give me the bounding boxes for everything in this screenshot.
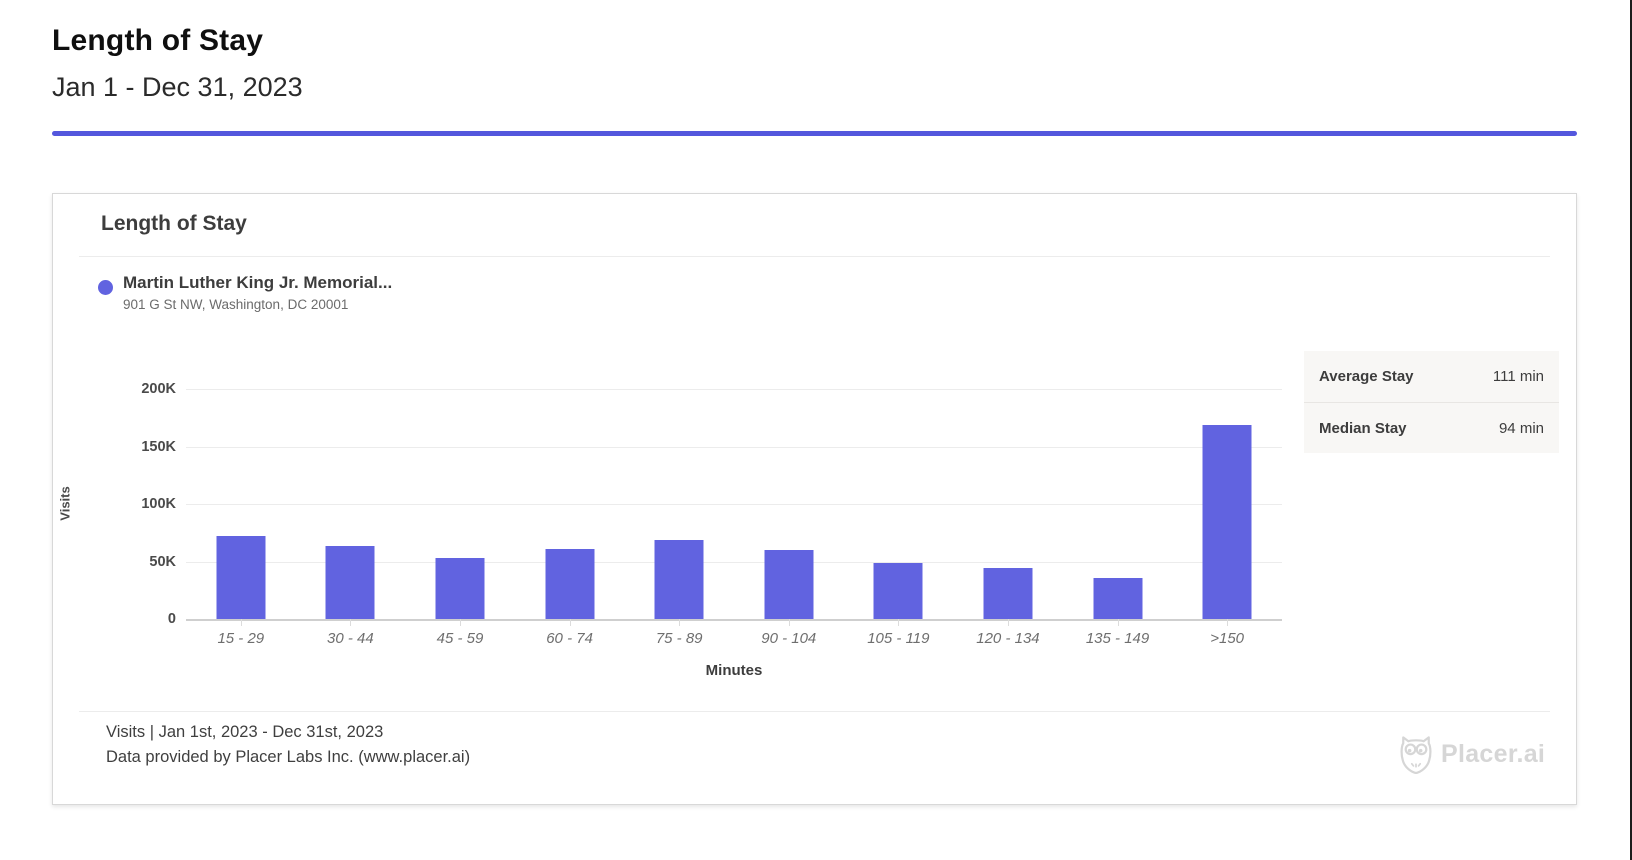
- x-tick-label: >150: [1210, 630, 1245, 647]
- stay-stats-box: Average Stay 111 min Median Stay 94 min: [1304, 351, 1559, 453]
- widget-title: Length of Stay: [101, 212, 247, 235]
- page-date-range: Jan 1 - Dec 31, 2023: [52, 72, 303, 102]
- average-stay-value: 111 min: [1492, 368, 1544, 385]
- bar-band: [844, 389, 954, 626]
- x-axis-tick-labels: 15 - 29 30 - 44 45 - 59 60 - 74 75 - 89 90 - …: [186, 630, 1282, 647]
- bar-band: [1063, 389, 1173, 626]
- widget-footer-text: Visits | Jan 1st, 2023 - Dec 31st, 2023 …: [106, 720, 470, 770]
- x-axis-tick: [459, 619, 461, 626]
- y-tick-label: 200K: [141, 381, 176, 397]
- legend-color-dot-icon: [98, 280, 113, 295]
- bar-series: [186, 389, 1282, 626]
- bar-band: [186, 389, 296, 626]
- gridline: [186, 504, 1282, 505]
- bar-band: [405, 389, 515, 626]
- median-stay-label: Median Stay: [1319, 419, 1407, 437]
- visits-bar[interactable]: [654, 540, 704, 619]
- placer-brand: Placer.ai: [1399, 734, 1545, 774]
- average-stay-row: Average Stay 111 min: [1304, 351, 1559, 402]
- median-stay-row: Median Stay 94 min: [1304, 402, 1559, 453]
- widget-header-divider: [79, 256, 1550, 257]
- x-tick-label: 75 - 89: [655, 630, 703, 647]
- x-tick-label: 135 - 149: [1085, 630, 1150, 647]
- x-axis-tick: [1117, 619, 1119, 626]
- gridline: [186, 389, 1282, 390]
- y-tick-label: 150K: [141, 438, 176, 455]
- footer-attribution-line: Data provided by Placer Labs Inc. (www.p…: [106, 748, 471, 766]
- x-axis-title: Minutes: [705, 662, 763, 679]
- bar-band: [953, 389, 1063, 626]
- widget-footer-divider: [79, 711, 1550, 712]
- bar-band: [515, 389, 625, 626]
- x-axis-tick: [1227, 619, 1229, 626]
- x-axis-tick: [679, 619, 681, 626]
- footer-metric-line: Visits | Jan 1st, 2023 - Dec 31st, 2023: [106, 723, 384, 741]
- visits-bar[interactable]: [873, 563, 923, 619]
- y-tick-label: 100K: [141, 496, 176, 512]
- x-tick-label: 15 - 29: [217, 630, 265, 647]
- x-tick-label: 60 - 74: [546, 630, 593, 647]
- x-axis-tick: [898, 619, 900, 626]
- x-tick-label: 105 - 119: [867, 630, 930, 647]
- venue-legend-item[interactable]: Martin Luther King Jr. Memorial... 901 G…: [98, 272, 392, 312]
- x-tick-label: 30 - 44: [327, 630, 374, 647]
- average-stay-label: Average Stay: [1319, 368, 1414, 385]
- owl-icon: [1400, 736, 1432, 774]
- median-stay-value: 94 min: [1498, 419, 1544, 437]
- window-right-edge: [1630, 0, 1632, 860]
- visits-bar[interactable]: [1093, 577, 1143, 619]
- x-tick-label: 120 - 134: [976, 630, 1040, 647]
- venue-name: Martin Luther King Jr. Memorial...: [123, 273, 393, 292]
- visits-bar[interactable]: [1202, 425, 1252, 619]
- bar-band: [296, 389, 406, 626]
- x-tick-label: 90 - 104: [761, 630, 817, 647]
- length-of-stay-widget: Length of Stay Martin Luther King Jr. Me…: [52, 193, 1577, 805]
- accent-divider: [52, 131, 1577, 136]
- x-axis-tick: [350, 619, 352, 626]
- visits-bar[interactable]: [216, 535, 266, 619]
- y-axis-tick-labels: 200K 150K 100K 50K 0: [53, 381, 176, 627]
- bar-band: [734, 389, 844, 626]
- x-axis-tick: [240, 619, 242, 626]
- bar-chart-plot-area: [186, 389, 1282, 626]
- x-axis-tick: [788, 619, 790, 626]
- x-axis-tick: [569, 619, 571, 626]
- venue-address: 901 G St NW, Washington, DC 20001: [123, 297, 349, 312]
- placer-logo-text: Placer.ai: [1441, 739, 1546, 768]
- bar-band: [624, 389, 734, 626]
- visits-bar[interactable]: [325, 546, 375, 619]
- page-header: Length of Stay Jan 1 - Dec 31, 2023: [52, 24, 1577, 103]
- visits-bar[interactable]: [983, 568, 1033, 619]
- x-tick-label: 45 - 59: [436, 630, 484, 647]
- visits-bar[interactable]: [545, 549, 595, 619]
- x-axis-tick: [1007, 619, 1009, 626]
- y-tick-label: 50K: [149, 553, 176, 570]
- visits-bar[interactable]: [435, 557, 485, 619]
- bar-band: [1172, 389, 1282, 626]
- x-axis-baseline: [186, 619, 1282, 621]
- gridline: [186, 561, 1282, 563]
- page-title: Length of Stay: [52, 24, 264, 57]
- visits-bar[interactable]: [764, 550, 814, 619]
- y-tick-label: 0: [167, 611, 176, 627]
- gridline: [186, 446, 1282, 448]
